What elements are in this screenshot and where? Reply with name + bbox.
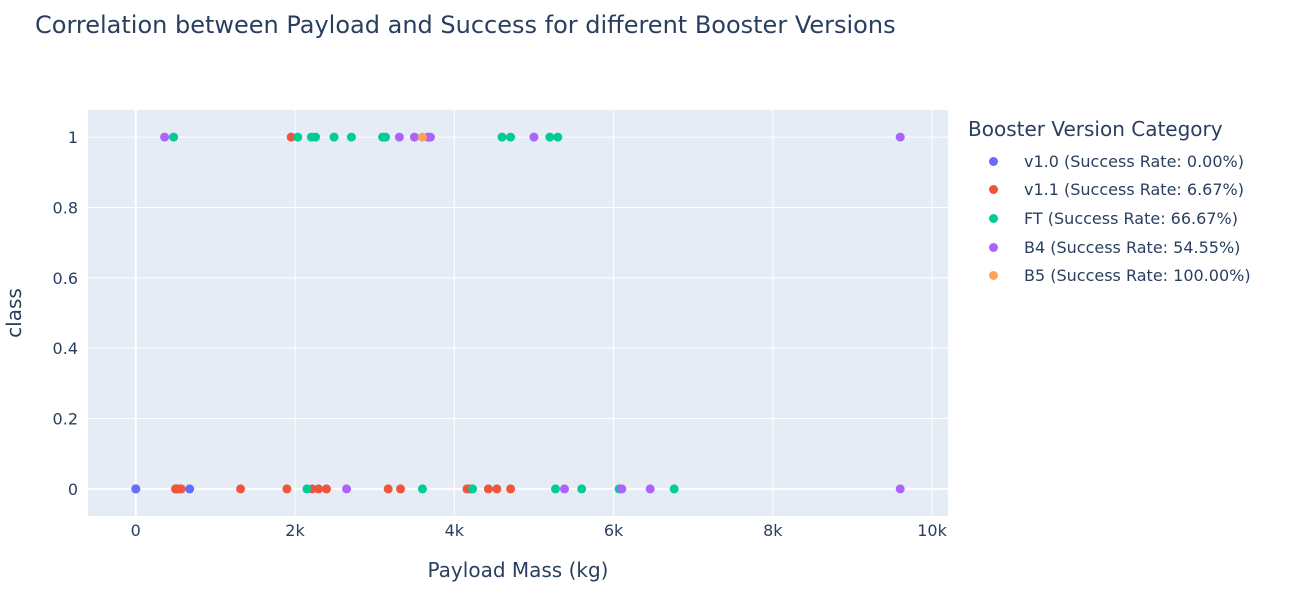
x-tick-labels: 0 2k 4k 6k 8k 10k [131,521,948,540]
x-tick-label: 6k [604,521,624,540]
data-point-series-3[interactable] [425,132,435,142]
data-point-series-2[interactable] [346,132,356,142]
legend-marker-icon [989,242,998,252]
legend-label: B5 (Success Rate: 100.00%) [1024,266,1251,286]
x-tick-label: 8k [763,521,783,540]
data-point-series-4[interactable] [417,132,427,142]
data-point-series-3[interactable] [560,484,570,494]
data-point-series-3[interactable] [529,132,539,142]
legend-item-2[interactable]: FT (Success Rate: 66.67%) [968,204,1251,233]
data-point-series-1[interactable] [176,484,186,494]
data-point-series-2[interactable] [311,132,321,142]
data-point-series-2[interactable] [545,132,555,142]
chart-title: Correlation between Payload and Success … [35,11,896,39]
plot-area[interactable] [88,110,948,516]
legend-label: FT (Success Rate: 66.67%) [1024,208,1238,228]
data-point-series-1[interactable] [492,484,502,494]
data-point-series-1[interactable] [321,484,331,494]
data-point-series-2[interactable] [551,484,561,494]
data-point-series-2[interactable] [669,484,679,494]
data-point-series-3[interactable] [160,132,170,142]
y-tick-label: 0.6 [53,269,78,288]
data-point-series-2[interactable] [380,132,390,142]
data-point-series-1[interactable] [383,484,393,494]
data-point-series-1[interactable] [396,484,406,494]
y-tick-label: 1 [68,128,78,147]
data-point-series-1[interactable] [286,132,296,142]
data-point-series-1[interactable] [314,484,324,494]
x-tick-label: 4k [445,521,465,540]
data-point-series-1[interactable] [236,484,246,494]
legend-label: B4 (Success Rate: 54.55%) [1024,237,1241,257]
x-tick-label: 10k [917,521,947,540]
data-point-series-2[interactable] [468,484,478,494]
legend-item-4[interactable]: B5 (Success Rate: 100.00%) [968,261,1251,290]
x-axis-title: Payload Mass (kg) [428,558,609,582]
x-gridlines [134,110,933,516]
data-point-series-0[interactable] [185,484,195,494]
data-point-series-0[interactable] [131,484,141,494]
legend-marker-icon [989,271,998,281]
y-tick-label: 0.4 [53,339,78,358]
data-point-series-2[interactable] [302,484,312,494]
data-points [131,132,905,494]
data-point-series-3[interactable] [342,484,352,494]
legend-title: Booster Version Category [968,117,1223,141]
legend-items: v1.0 (Success Rate: 0.00%) v1.1 (Success … [968,147,1251,290]
legend-label: v1.1 (Success Rate: 6.67%) [1024,180,1244,200]
y-tick-label: 0 [68,480,78,499]
y-tick-labels: 0 0.2 0.4 0.6 0.8 1 [53,128,78,499]
legend-item-3[interactable]: B4 (Success Rate: 54.55%) [968,233,1251,262]
data-point-series-2[interactable] [553,132,563,142]
data-point-series-3[interactable] [394,132,404,142]
data-point-series-2[interactable] [577,484,587,494]
data-point-series-3[interactable] [895,484,905,494]
legend-marker-icon [989,156,998,166]
data-point-series-3[interactable] [409,132,419,142]
data-point-series-1[interactable] [282,484,292,494]
x-tick-label: 2k [285,521,305,540]
data-point-series-2[interactable] [169,132,179,142]
data-point-series-1[interactable] [483,484,493,494]
data-point-series-2[interactable] [506,132,516,142]
data-point-series-3[interactable] [645,484,655,494]
data-point-series-2[interactable] [293,132,303,142]
legend-marker-icon [989,185,998,195]
data-point-series-2[interactable] [497,132,507,142]
y-tick-label: 0.8 [53,198,78,217]
y-axis-title: class [2,288,26,338]
legend-label: v1.0 (Success Rate: 0.00%) [1024,151,1244,171]
legend-item-1[interactable]: v1.1 (Success Rate: 6.67%) [968,176,1251,205]
data-point-series-2[interactable] [417,484,427,494]
data-point-series-3[interactable] [617,484,627,494]
data-point-series-1[interactable] [506,484,516,494]
y-tick-label: 0.2 [53,410,78,429]
x-tick-label: 0 [131,521,141,540]
legend: Booster Version Category v1.0 (Success R… [968,117,1251,290]
data-point-series-2[interactable] [329,132,339,142]
data-point-series-3[interactable] [895,132,905,142]
legend-marker-icon [989,213,998,223]
legend-item-0[interactable]: v1.0 (Success Rate: 0.00%) [968,147,1251,176]
y-gridlines [88,136,948,490]
